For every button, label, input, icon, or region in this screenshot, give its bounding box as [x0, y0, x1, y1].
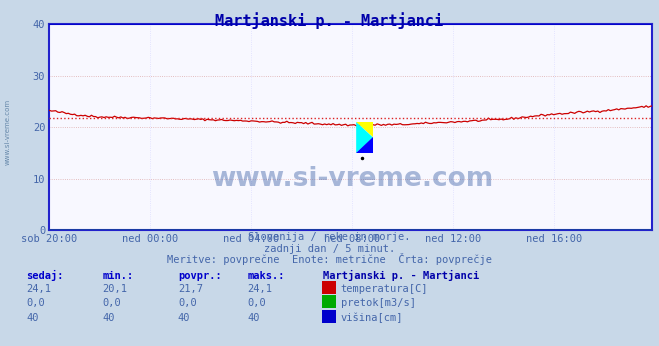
Text: 24,1: 24,1 [26, 284, 51, 294]
Text: pretok[m3/s]: pretok[m3/s] [341, 298, 416, 308]
Text: 0,0: 0,0 [178, 298, 196, 308]
Text: www.si-vreme.com: www.si-vreme.com [211, 166, 493, 192]
Text: 0,0: 0,0 [26, 298, 45, 308]
Text: www.si-vreme.com: www.si-vreme.com [5, 98, 11, 165]
Polygon shape [356, 137, 373, 153]
Text: 0,0: 0,0 [247, 298, 266, 308]
Text: min.:: min.: [102, 271, 133, 281]
Text: 40: 40 [102, 313, 115, 323]
Text: Martjanski p. - Martjanci: Martjanski p. - Martjanci [215, 12, 444, 29]
Polygon shape [356, 122, 373, 153]
Text: temperatura[C]: temperatura[C] [341, 284, 428, 294]
Text: sedaj:: sedaj: [26, 270, 64, 281]
Text: zadnji dan / 5 minut.: zadnji dan / 5 minut. [264, 244, 395, 254]
Text: 40: 40 [247, 313, 260, 323]
Text: maks.:: maks.: [247, 271, 285, 281]
Text: 21,7: 21,7 [178, 284, 203, 294]
Text: povpr.:: povpr.: [178, 271, 221, 281]
Text: 24,1: 24,1 [247, 284, 272, 294]
Text: 20,1: 20,1 [102, 284, 127, 294]
Text: Slovenija / reke in morje.: Slovenija / reke in morje. [248, 233, 411, 243]
Text: 40: 40 [26, 313, 39, 323]
Text: 0,0: 0,0 [102, 298, 121, 308]
Text: višina[cm]: višina[cm] [341, 313, 403, 323]
Polygon shape [356, 122, 373, 137]
Text: 40: 40 [178, 313, 190, 323]
Text: Meritve: povprečne  Enote: metrične  Črta: povprečje: Meritve: povprečne Enote: metrične Črta:… [167, 253, 492, 265]
Text: Martjanski p. - Martjanci: Martjanski p. - Martjanci [323, 270, 479, 281]
